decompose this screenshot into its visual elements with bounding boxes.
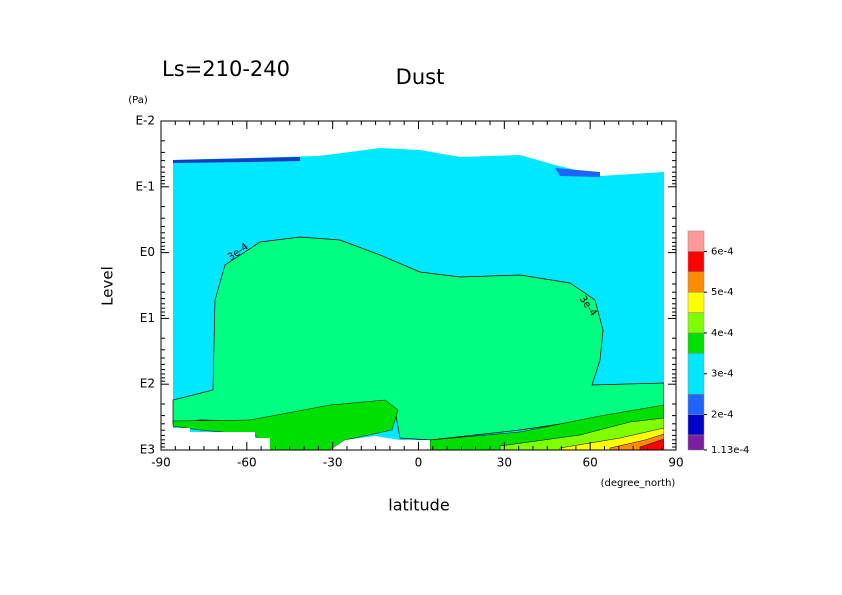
y-tick-label: E0	[140, 245, 155, 259]
colorbar-box	[687, 271, 705, 293]
subtitle: Ls=210-240	[162, 57, 290, 81]
colorbar-box	[687, 414, 705, 436]
x-tick-label: -30	[323, 456, 343, 470]
y-tick-label: E3	[140, 443, 155, 457]
colorbar-box	[687, 312, 705, 334]
colorbar-box	[687, 251, 705, 273]
x-unit: (degree_north)	[601, 478, 676, 489]
x-tick-label: 30	[497, 456, 512, 470]
colorbar-box	[687, 393, 705, 415]
x-tick-label: 0	[415, 456, 423, 470]
contour-field	[172, 121, 676, 451]
y-tick-label: E-1	[135, 179, 155, 193]
x-tick-label: -60	[237, 456, 257, 470]
x-tick-label: -90	[151, 456, 171, 470]
x-axis-label: latitude	[388, 496, 449, 515]
colorbar-label: 1.13e-4	[711, 445, 749, 456]
region-darkblue	[173, 157, 300, 163]
y-axis-label: Level	[99, 266, 117, 306]
y-unit: (Pa)	[128, 95, 148, 106]
colorbar-label: 3e-4	[711, 369, 734, 380]
x-tick-label: 90	[668, 456, 683, 470]
colorbar-box	[687, 434, 705, 451]
colorbar-box	[687, 332, 705, 354]
colorbar-box	[687, 230, 705, 252]
x-tick-label: 60	[583, 456, 598, 470]
colorbar-box	[687, 353, 705, 395]
colorbar-label: 5e-4	[711, 287, 734, 298]
colorbar-label: 2e-4	[711, 410, 734, 421]
y-tick-label: E2	[140, 377, 155, 391]
colorbar-label: 4e-4	[711, 328, 734, 339]
y-tick-label: E-2	[135, 114, 155, 128]
y-tick-label: E1	[140, 311, 155, 325]
chart-title: Dust	[396, 65, 445, 89]
region-blue	[555, 168, 600, 177]
colorbar-label: 6e-4	[711, 246, 734, 257]
colorbar-box	[687, 291, 705, 313]
